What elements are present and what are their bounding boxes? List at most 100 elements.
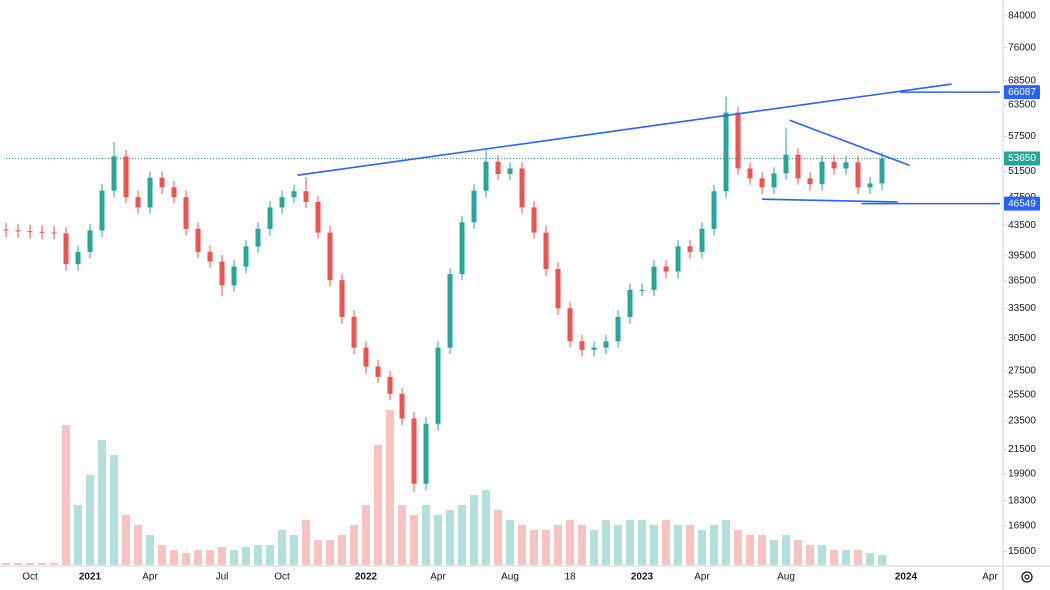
candle-body [471,190,477,223]
x-tick-label: 2024 [895,572,918,583]
volume-bar [422,505,430,565]
candle-body [711,191,717,229]
volume-bar [266,545,274,565]
volume-bar [698,530,706,565]
candle-body [519,168,525,208]
candle-body [15,230,21,232]
y-tick-label: 76000 [1008,42,1036,53]
volume-bar [38,563,46,565]
volume-bar [278,530,286,565]
x-tick-label: 2023 [631,572,654,583]
price-label: 46549 [1008,198,1036,209]
candle-body [27,231,33,233]
candle-body [723,112,729,192]
candle-body [159,177,165,188]
candle-body [423,423,429,484]
y-tick-label: 25500 [1008,390,1036,401]
y-tick-label: 33500 [1008,303,1036,314]
volume-bar [290,535,298,565]
volume-bar [254,545,262,565]
candle-body [735,112,741,169]
volume-bar [542,530,550,565]
candle-body [339,280,345,317]
volume-bar [2,563,10,565]
candle-body [807,178,813,185]
candle-body [555,269,561,309]
volume-bar [506,520,514,565]
candle-body [255,228,261,247]
trendline [761,198,898,203]
y-tick-label: 84000 [1008,11,1036,22]
candle-body [579,341,585,350]
candle-body [495,161,501,174]
volume-bar [830,550,838,565]
volume-bar [554,525,562,565]
candle-body [231,266,237,286]
price-label-box [1004,151,1040,166]
settings-icon[interactable] [1021,571,1033,583]
candle-body [591,347,597,350]
volume-bar [314,540,322,565]
volume-bar [662,520,670,565]
candle-body [171,187,177,198]
candle-body [207,251,213,262]
candle-body [615,316,621,342]
x-tick-label: Aug [501,572,519,583]
x-tick-label: 2021 [79,572,102,583]
volume-bar [566,520,574,565]
y-tick-label: 39500 [1008,251,1036,262]
candle-body [387,376,393,394]
volume-bar [674,525,682,565]
gear-center [1024,574,1030,580]
y-tick-label: 19900 [1008,469,1036,480]
x-tick-label: Oct [22,572,38,583]
candle-body [867,183,873,188]
volume-bar [746,535,754,565]
candle-body [123,156,129,198]
volume-bar [74,505,82,565]
x-tick-label: Apr [430,572,446,583]
y-tick-label: 27500 [1008,366,1036,377]
candle-body [375,366,381,377]
candle-body [531,207,537,233]
volume-bar [242,547,250,565]
candle-body [3,229,9,231]
candle-body [147,177,153,208]
volume-bar [326,540,334,565]
candle-body [783,154,789,174]
volume-bar [758,535,766,565]
candle-body [447,274,453,348]
volume-bar [602,520,610,565]
candle-body [399,393,405,419]
candle-body [111,156,117,191]
candle-body [819,161,825,185]
candle-body [351,316,357,348]
candle-body [87,230,93,252]
candle-body [291,191,297,198]
y-tick-label: 36500 [1008,276,1036,287]
volume-bar [86,475,94,565]
x-tick-label: Oct [274,572,290,583]
volume-bar [134,525,142,565]
x-tick-label: Apr [694,572,710,583]
candle-body [279,197,285,208]
candle-body [63,233,69,265]
candle-body [687,246,693,252]
candle-body [51,232,57,234]
price-label-box [1004,196,1040,211]
y-tick-label: 43500 [1008,220,1036,231]
volume-bar [386,410,394,565]
candle-body [195,228,201,252]
volume-bar [794,540,802,565]
candle-body [795,154,801,179]
volume-bar [458,505,466,565]
volume-bar [590,530,598,565]
volume-bar [734,530,742,565]
volume-bar [374,445,382,565]
candle-body [327,232,333,281]
x-tick-label: Apr [142,572,158,583]
y-tick-label: 21500 [1008,444,1036,455]
volume-bar [782,535,790,565]
